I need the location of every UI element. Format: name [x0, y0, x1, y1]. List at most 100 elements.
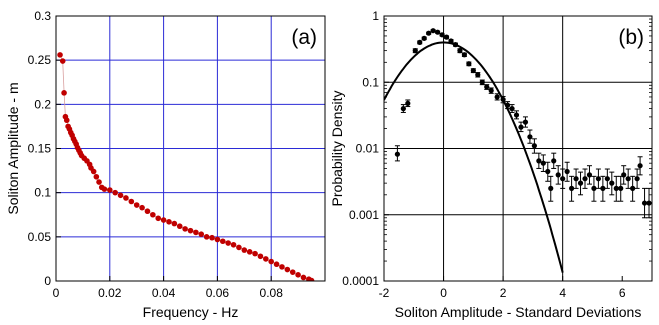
data-point: [400, 106, 406, 112]
y-tick-label: 0.1: [34, 186, 51, 200]
data-point: [522, 119, 529, 125]
data-point: [268, 258, 275, 265]
data-point: [564, 168, 570, 175]
data-point: [426, 30, 432, 36]
data-point: [160, 217, 167, 223]
gridlines: [56, 16, 325, 281]
data-point: [470, 67, 476, 74]
data-point: [548, 185, 554, 191]
x-tick-label: 4: [559, 286, 566, 300]
data-point: [273, 261, 280, 268]
data-point: [252, 250, 258, 257]
data-point: [641, 200, 648, 206]
data-point: [300, 274, 307, 281]
data-point: [621, 172, 627, 178]
data-point: [600, 185, 606, 191]
x-tick-label: -2: [379, 286, 390, 300]
data-point: [394, 151, 400, 157]
data-point: [203, 234, 210, 240]
data-point: [573, 176, 579, 182]
data-point: [577, 180, 584, 186]
data-point: [209, 234, 215, 241]
data-point: [63, 117, 70, 124]
data-point: [257, 253, 264, 260]
data-point: [630, 185, 636, 191]
data-point: [128, 198, 135, 205]
data-point: [117, 192, 124, 199]
data-point: [618, 185, 624, 191]
y-tick-label: 1: [372, 9, 379, 23]
data-point: [551, 158, 557, 164]
data-point: [586, 172, 593, 178]
data-point: [513, 112, 520, 118]
data-point: [613, 185, 619, 191]
data-point: [187, 227, 194, 234]
y-tick-label: 0: [44, 274, 51, 288]
data-point: [193, 229, 199, 236]
data-point: [133, 202, 140, 208]
data-point: [150, 211, 156, 218]
data-point: [591, 185, 597, 191]
data-point: [439, 32, 445, 38]
y-tick-label: 0.0001: [342, 274, 379, 288]
data-point: [279, 264, 285, 270]
data-point: [230, 241, 237, 248]
data-point: [494, 94, 500, 100]
data-point: [466, 61, 472, 67]
chart-panel-b: -2 0 2 4 6 0.0001 0.001 0.01 0.1 1 Soliton Amplitu…: [329, 9, 653, 320]
data-point: [488, 87, 494, 94]
data-point: [246, 249, 253, 255]
data-point: [284, 266, 291, 273]
data-point: [531, 143, 537, 149]
data-point: [479, 79, 485, 85]
data-point: [604, 176, 610, 182]
fit-curve: [384, 41, 564, 273]
data-point: [57, 52, 63, 58]
x-tick-label: 0.04: [152, 286, 176, 300]
data-point: [484, 84, 490, 90]
data-point: [263, 256, 269, 262]
data-point: [90, 168, 97, 175]
data-point: [560, 176, 566, 182]
data-point: [96, 179, 102, 185]
y-axis-title: Probability Density: [329, 91, 345, 207]
series-0: [394, 28, 652, 219]
data-point: [405, 100, 411, 106]
data-point: [461, 52, 467, 58]
data-point: [166, 219, 172, 225]
data-point: [155, 215, 162, 222]
y-tick-label: 0.001: [349, 208, 379, 222]
data-point: [59, 58, 66, 64]
x-tick-label: 0.02: [98, 286, 122, 300]
data-point: [308, 277, 315, 281]
y-tick-label: 0.3: [34, 9, 51, 23]
x-tick-label: 2: [500, 286, 507, 300]
series-0: [57, 52, 315, 281]
data-point: [569, 185, 575, 191]
data-point: [555, 172, 561, 178]
x-tick-label: 6: [619, 286, 626, 300]
y-tick-label: 0.2: [34, 97, 51, 111]
data-point: [139, 204, 145, 211]
panel-label: (a): [291, 26, 317, 49]
data-point: [540, 160, 546, 166]
data-point: [634, 176, 640, 182]
x-axis-title: Frequency - Hz: [143, 304, 239, 320]
x-tick-label: 0: [440, 286, 447, 300]
data-point: [61, 90, 67, 96]
x-tick-label: 0.08: [260, 286, 284, 300]
chart-panel-a: 0 0.02 0.04 0.06 0.08 0 0.05 0.1 0.15 0.2 0.25 0.3 F…: [5, 9, 326, 320]
y-axis-title: Soliton Amplitude - m: [5, 82, 21, 214]
data-point: [518, 124, 524, 130]
data-point: [430, 28, 436, 34]
series-1: [384, 41, 564, 273]
panel-label: (b): [618, 26, 644, 49]
data-point: [646, 200, 652, 206]
data-point: [509, 106, 515, 112]
data-point: [609, 180, 615, 186]
data-point: [475, 72, 481, 78]
y-tick-label: 0.15: [28, 142, 52, 156]
data-point: [93, 173, 100, 180]
data-point: [182, 226, 188, 232]
